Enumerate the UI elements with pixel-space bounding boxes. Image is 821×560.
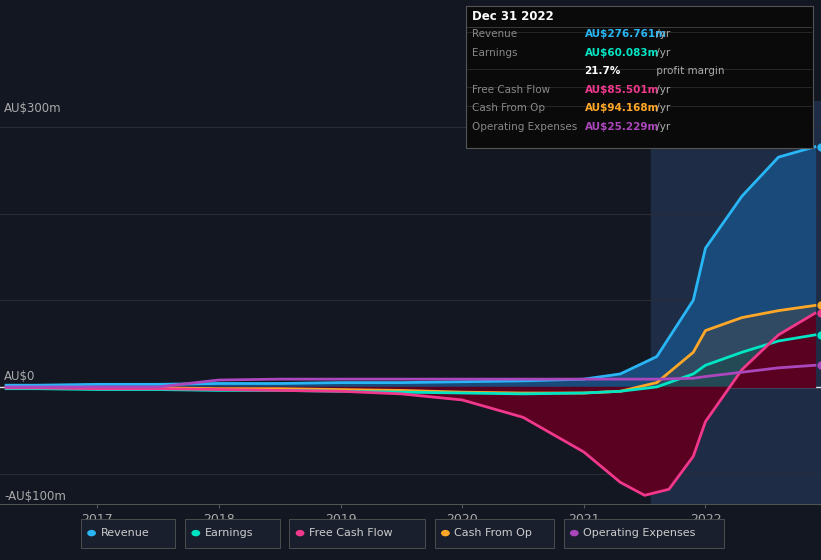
Text: AU$85.501m: AU$85.501m (585, 85, 659, 95)
Text: AU$25.229m: AU$25.229m (585, 122, 659, 132)
Text: /yr: /yr (653, 103, 670, 113)
Text: AU$60.083m: AU$60.083m (585, 48, 659, 58)
Text: Revenue: Revenue (100, 528, 149, 538)
Text: -AU$100m: -AU$100m (4, 490, 66, 503)
Text: AU$300m: AU$300m (4, 102, 62, 115)
Text: /yr: /yr (653, 122, 670, 132)
Text: Free Cash Flow: Free Cash Flow (309, 528, 392, 538)
Text: AU$276.761m: AU$276.761m (585, 29, 667, 39)
Text: Earnings: Earnings (472, 48, 517, 58)
Text: Revenue: Revenue (472, 29, 517, 39)
Bar (651, 101, 821, 504)
Text: /yr: /yr (653, 29, 670, 39)
Text: Operating Expenses: Operating Expenses (584, 528, 695, 538)
Text: /yr: /yr (653, 85, 670, 95)
Text: 21.7%: 21.7% (585, 66, 621, 76)
Text: Cash From Op: Cash From Op (455, 528, 532, 538)
Text: Earnings: Earnings (205, 528, 254, 538)
Text: AU$0: AU$0 (4, 370, 35, 383)
Text: AU$94.168m: AU$94.168m (585, 103, 659, 113)
Text: Cash From Op: Cash From Op (472, 103, 545, 113)
Text: Operating Expenses: Operating Expenses (472, 122, 577, 132)
Text: Free Cash Flow: Free Cash Flow (472, 85, 550, 95)
Text: profit margin: profit margin (653, 66, 724, 76)
Text: Dec 31 2022: Dec 31 2022 (472, 10, 554, 23)
Text: /yr: /yr (653, 48, 670, 58)
